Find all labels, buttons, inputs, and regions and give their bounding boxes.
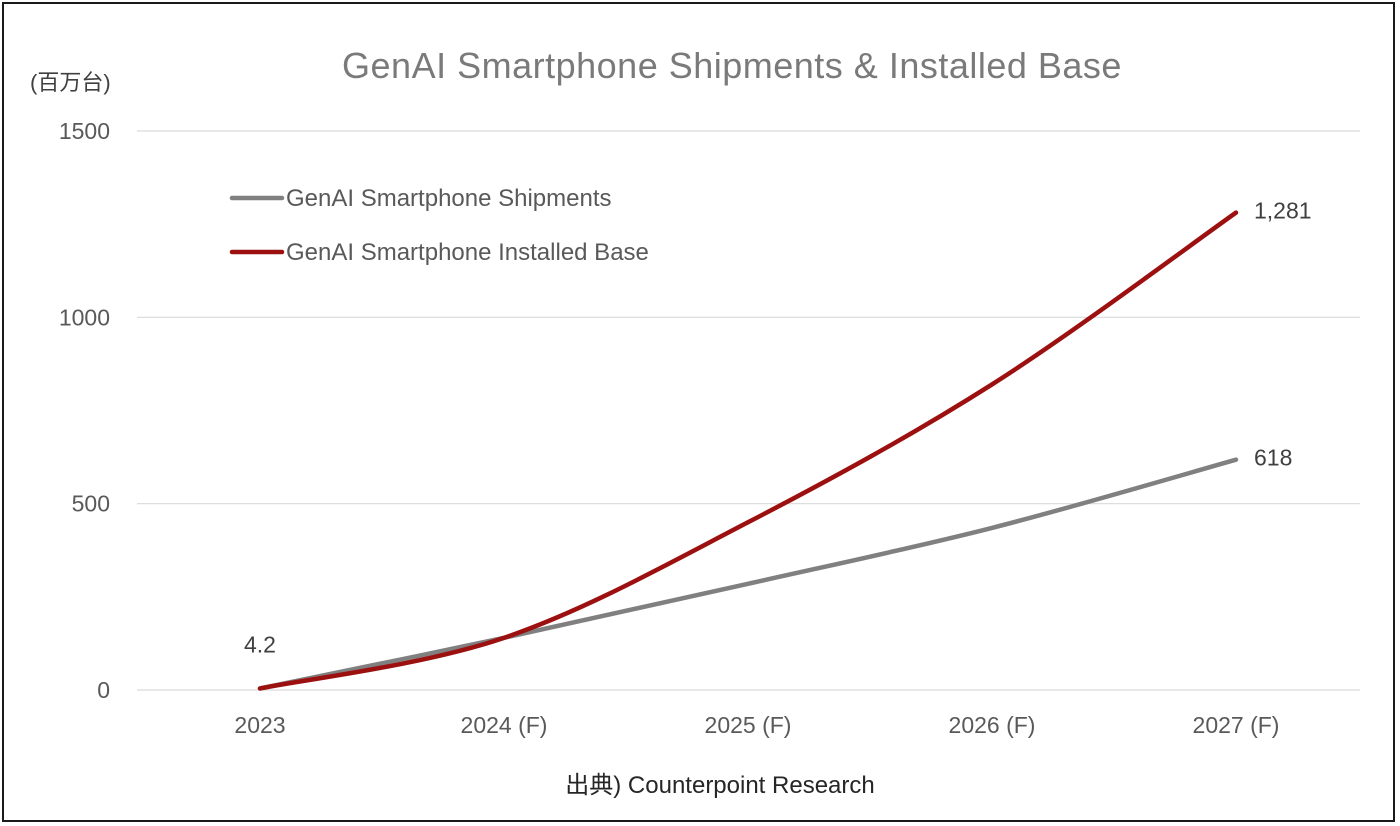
series-lines	[257, 210, 1239, 691]
source-note: 出典) Counterpoint Research	[565, 772, 874, 799]
x-axis-ticks: 2023 2024 (F) 2025 (F) 2026 (F) 2027 (F)	[234, 712, 1279, 738]
series-line-1	[257, 210, 1239, 691]
legend-label: GenAI Smartphone Shipments	[286, 185, 612, 212]
data-label: 1,281	[1254, 198, 1312, 224]
x-tick-label: 2024 (F)	[461, 712, 548, 738]
legend-label: GenAI Smartphone Installed Base	[286, 239, 649, 266]
y-tick-label: 1500	[59, 118, 110, 144]
series-line-0	[257, 457, 1239, 691]
x-tick-label: 2027 (F)	[1193, 712, 1280, 738]
y-axis-ticks: 0 500 1000 1500	[59, 118, 110, 703]
y-tick-label: 0	[97, 677, 110, 703]
data-label: 618	[1254, 445, 1292, 471]
chart-title: GenAI Smartphone Shipments & Installed B…	[342, 45, 1122, 86]
x-tick-label: 2026 (F)	[949, 712, 1036, 738]
x-tick-label: 2025 (F)	[705, 712, 792, 738]
y-axis-unit-label: (百万台)	[30, 70, 111, 95]
data-label: 4.2	[244, 631, 276, 657]
data-labels: 4.2 1,281 618	[244, 198, 1312, 658]
legend: GenAI Smartphone Shipments GenAI Smartpho…	[229, 185, 649, 266]
y-tick-label: 1000	[59, 304, 110, 330]
grid-lines	[137, 130, 1360, 691]
y-tick-label: 500	[72, 491, 110, 517]
x-tick-label: 2023	[234, 712, 285, 738]
